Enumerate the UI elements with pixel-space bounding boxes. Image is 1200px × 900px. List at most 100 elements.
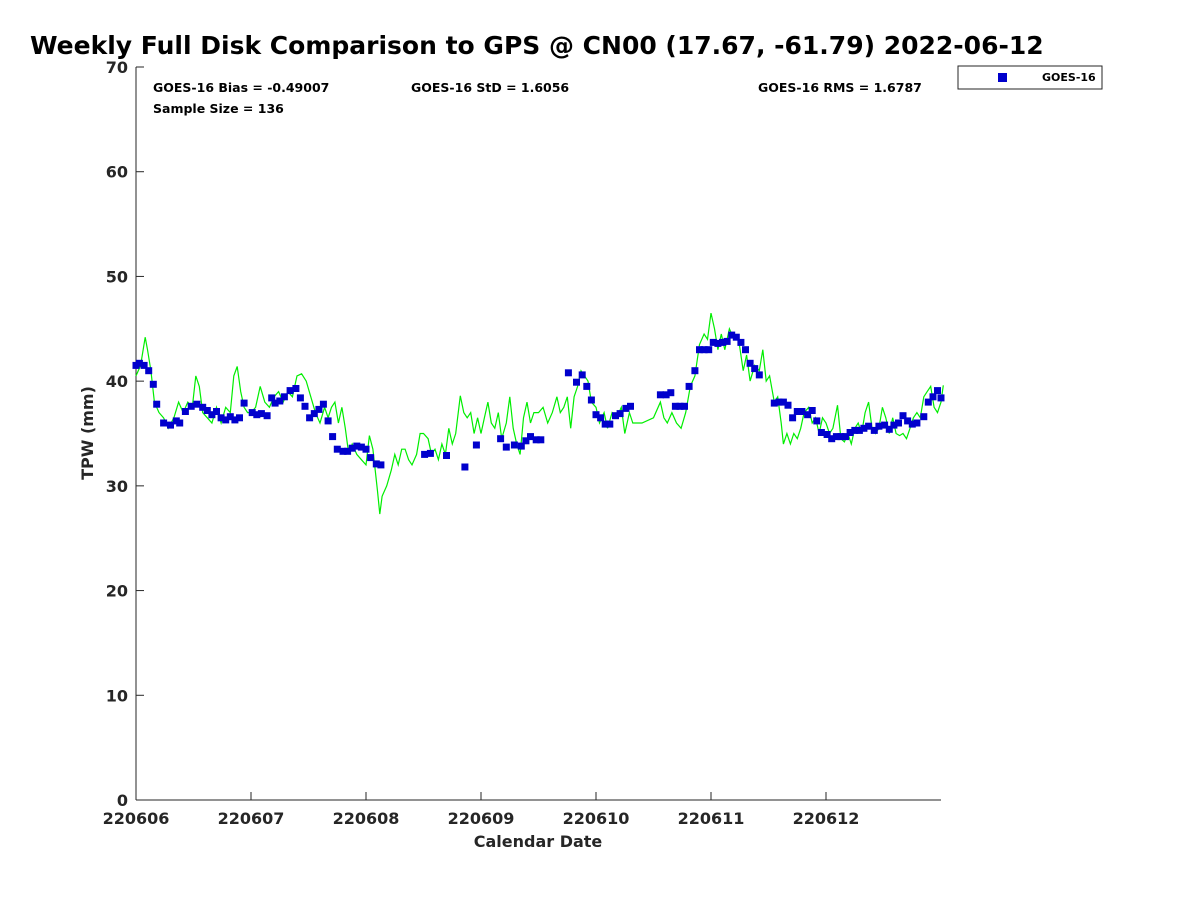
goes16-point	[860, 424, 868, 432]
goes16-point	[193, 400, 201, 408]
x-tick-label: 220610	[563, 809, 630, 828]
x-tick-label: 220612	[793, 809, 860, 828]
goes16-point	[875, 422, 883, 430]
goes16-point	[578, 371, 586, 379]
goes16-point	[203, 407, 211, 414]
goes16-point	[779, 398, 787, 406]
goes16-point	[222, 416, 230, 424]
goes16-point	[616, 410, 624, 418]
goes16-point	[899, 412, 907, 420]
goes16-point	[367, 454, 375, 462]
goes16-point	[497, 435, 505, 443]
goes16-point	[913, 419, 921, 427]
goes16-point	[746, 359, 754, 367]
goes16-point	[793, 408, 801, 415]
goes16-point	[167, 421, 174, 429]
goes16-point	[755, 371, 763, 379]
y-axis-label: TPW (mm)	[78, 386, 97, 480]
goes16-point	[140, 361, 148, 369]
goes16-point	[691, 367, 699, 375]
goes16-point	[472, 441, 480, 449]
goes16-point	[696, 346, 703, 354]
goes16-point	[606, 420, 614, 428]
goes16-point	[937, 394, 945, 402]
goes16-point	[823, 431, 831, 438]
goes16-point	[426, 449, 434, 457]
goes16-point	[656, 391, 664, 399]
goes16-point	[149, 380, 157, 388]
y-tick-label: 20	[106, 582, 128, 601]
goes16-point	[700, 346, 708, 354]
goes16-point	[685, 382, 693, 390]
goes16-point	[890, 421, 898, 429]
goes16-point	[372, 460, 380, 468]
goes16-point	[208, 411, 216, 419]
goes16-point	[153, 400, 161, 408]
goes16-point	[329, 433, 337, 441]
goes16-point	[851, 426, 859, 434]
y-tick-label: 50	[106, 267, 128, 286]
goes16-point	[587, 396, 595, 404]
goes16-point	[583, 382, 591, 390]
goes16-point	[240, 399, 248, 407]
goes16-point	[537, 436, 545, 444]
goes16-point	[310, 410, 318, 418]
goes16-point	[714, 339, 722, 347]
goes16-point	[934, 387, 941, 395]
goes16-point	[908, 420, 916, 428]
goes16-point	[924, 398, 932, 406]
x-tick-label: 220606	[103, 809, 170, 828]
x-axis-label: Calendar Date	[474, 832, 603, 851]
goes16-point	[728, 331, 736, 339]
goes16-point	[257, 410, 265, 418]
goes16-point	[160, 419, 168, 427]
goes16-point	[517, 442, 525, 450]
goes16-point	[789, 414, 797, 422]
x-tick-label: 220609	[448, 809, 515, 828]
goes16-point	[929, 393, 937, 401]
goes16-point	[271, 399, 279, 407]
goes16-point	[813, 417, 821, 425]
goes16-point	[292, 385, 300, 392]
y-tick-label: 40	[106, 372, 128, 391]
goes16-point	[296, 394, 304, 402]
goes16-point	[751, 365, 759, 373]
goes16-point	[187, 402, 195, 410]
goes16-point	[280, 393, 288, 401]
goes16-point	[592, 411, 600, 419]
goes16-point	[832, 433, 840, 441]
goes16-point	[199, 403, 207, 411]
goes16-point	[732, 333, 740, 341]
y-tick-label: 70	[106, 58, 128, 77]
goes16-point	[627, 402, 634, 410]
goes16-point	[333, 445, 341, 453]
goes16-point	[737, 338, 745, 346]
goes16-point	[904, 417, 912, 425]
goes16-point	[217, 414, 225, 422]
goes16-point	[837, 433, 845, 441]
goes16-point	[301, 402, 309, 410]
goes16-point	[461, 463, 469, 471]
goes16-point	[421, 450, 429, 458]
goes16-point	[286, 387, 294, 395]
goes16-point	[176, 419, 184, 427]
goes16-point	[828, 435, 836, 443]
goes16-point	[817, 429, 825, 436]
goes16-point	[263, 412, 271, 420]
goes16-point	[865, 422, 873, 430]
goes16-point	[842, 433, 850, 441]
goes16-point	[705, 346, 713, 354]
goes16-point	[315, 405, 323, 413]
goes16-point	[808, 407, 816, 414]
goes16-point	[213, 408, 220, 415]
goes16-point	[248, 409, 256, 417]
sample-size-stat: Sample Size = 136	[153, 101, 284, 116]
x-tick-label: 220608	[333, 809, 400, 828]
goes16-point	[502, 443, 510, 451]
x-tick-label: 220611	[678, 809, 745, 828]
goes16-point	[226, 413, 234, 421]
legend-box	[957, 65, 1103, 90]
y-tick-label: 10	[106, 686, 128, 705]
goes16-point	[601, 420, 609, 428]
